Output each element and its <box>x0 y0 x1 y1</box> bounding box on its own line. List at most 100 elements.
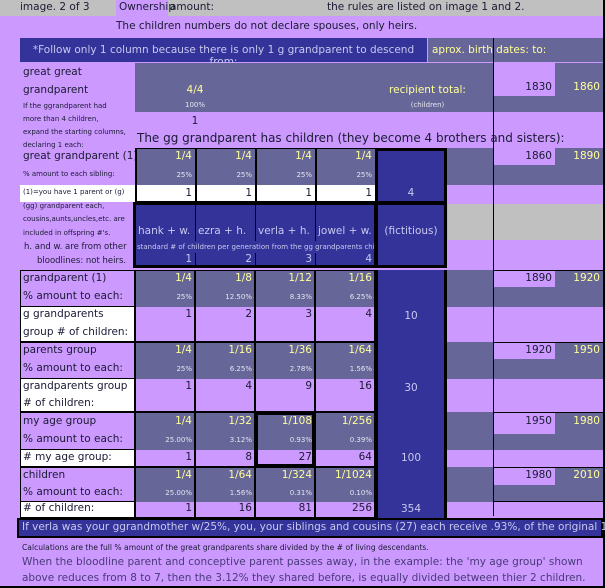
ggpc-total: 4 <box>407 187 415 199</box>
gen-total: 354 <box>400 503 422 515</box>
gen-total-box <box>375 342 447 412</box>
col-number: 3 <box>305 253 312 265</box>
gen-title: my age group <box>23 415 97 427</box>
gen-fraction: 1/64 <box>348 344 372 356</box>
grid-col <box>195 467 255 518</box>
ggpc-percent: 25% <box>236 171 252 179</box>
gen-percent: 3.12% <box>229 436 252 444</box>
generation-children: children % amount to each: # of children… <box>20 467 603 518</box>
gen-date-border <box>494 412 603 467</box>
gen-count-label: group # of children: <box>23 326 129 338</box>
rules-note: the rules are listed on image 1 and 2. <box>327 1 525 13</box>
gen-fraction: 1/8 <box>235 272 252 284</box>
gen-to: 2010 <box>573 469 600 481</box>
gen-pct-label: % amount to each: <box>23 486 123 498</box>
highlighted-col-verla <box>255 412 315 467</box>
standard-note: standard # of children per generation fr… <box>137 243 395 251</box>
gen-percent: 2.78% <box>289 365 312 373</box>
gen-to-cell <box>555 270 603 287</box>
names-divider <box>195 253 196 267</box>
grid-col <box>315 342 375 412</box>
gen-from-cell <box>494 467 555 485</box>
name-jowel: jowel + w. <box>318 225 372 237</box>
gen-percent: 6.25% <box>229 365 252 373</box>
gen-fraction: 1/32 <box>228 415 252 427</box>
gen-from: 1890 <box>525 272 552 284</box>
ggp-to-cell <box>555 63 603 112</box>
example-banner <box>17 518 603 538</box>
gen-to: 1950 <box>573 344 600 356</box>
grid-col <box>255 467 315 518</box>
grid-col <box>315 467 375 518</box>
ggp-children-title: great grandparent (1) <box>23 150 138 162</box>
gen-fraction: 1/108 <box>281 415 312 427</box>
parent-note-line: (1)=you have 1 parent or (g) <box>23 188 125 196</box>
gen-fraction: 1/1024 <box>335 469 372 481</box>
gen-fraction: 1/324 <box>281 469 312 481</box>
gen-count: 1 <box>185 380 192 392</box>
gen-count: 81 <box>298 502 312 514</box>
ggpc-fraction: 1/4 <box>295 150 312 162</box>
gen-total-box <box>375 412 447 467</box>
grid-col <box>195 412 255 467</box>
ggp-percent: 100% <box>184 101 205 109</box>
example-text: If verla was your ggrandmother w/25%, yo… <box>22 521 605 533</box>
gen-percent: 1.56% <box>349 365 372 373</box>
gen-count: 256 <box>351 502 372 514</box>
gen-percent: 8.33% <box>289 293 312 301</box>
grid-col <box>135 467 195 518</box>
gen-total-box <box>375 467 447 518</box>
gen-filler <box>447 342 493 379</box>
ggp-children-from-fill <box>494 165 555 185</box>
gen-percent: 1.56% <box>229 489 252 497</box>
hw-note-line2: bloodlines: not heirs. <box>37 256 127 266</box>
ggp-summary-block <box>135 63 493 112</box>
gen-from: 1920 <box>525 344 552 356</box>
birth-dates-label: aprox. birth dates: to: <box>432 44 547 56</box>
fictitious-box <box>375 202 447 268</box>
gen-title: parents group <box>23 344 97 356</box>
gen-to-cell <box>555 342 603 359</box>
gen-percent: 25.00% <box>165 489 192 497</box>
gen-title: grandparent (1) <box>23 272 107 284</box>
name-verla: verla + h. <box>258 225 310 237</box>
gen-fraction: 1/36 <box>288 344 312 356</box>
gen-percent: 0.10% <box>349 489 372 497</box>
gen-count-label-cell <box>20 378 135 412</box>
gen-fraction: 1/16 <box>228 344 252 356</box>
ggp-children-pct-label: % amount to each sibling: <box>23 170 115 178</box>
gen-percent: 25% <box>176 365 192 373</box>
gen-count-label-cell <box>20 501 135 518</box>
ggpc-fraction: 1/4 <box>235 150 252 162</box>
ggp-count: 1 <box>191 115 199 127</box>
gen-from-cell <box>494 270 555 287</box>
gen-from-cell <box>494 412 555 434</box>
ggpc-total-box <box>375 148 447 204</box>
gen-filler <box>447 270 493 307</box>
col-number: 4 <box>365 253 372 265</box>
gen-pct-label: % amount to each: <box>23 362 123 374</box>
amount-label: amount: <box>170 1 215 13</box>
gen-count: 1 <box>185 502 192 514</box>
gen-fraction: 1/4 <box>175 344 192 356</box>
ggp-children-from-cell <box>494 148 555 165</box>
ggpc-percent: 25% <box>176 171 192 179</box>
gen-fraction: 1/4 <box>175 469 192 481</box>
recipient-total-label: recipient total: <box>389 84 466 96</box>
gen-total-box <box>375 270 447 342</box>
names-divider <box>315 253 316 267</box>
gen-fraction: 1/64 <box>228 469 252 481</box>
grid-col <box>315 270 375 342</box>
gen-fraction: 1/4 <box>175 272 192 284</box>
birth-column-divider <box>493 38 494 516</box>
gen-date-fill <box>494 485 603 502</box>
gen-to: 1920 <box>573 272 600 284</box>
image-label: image. 2 of 3 <box>20 1 90 13</box>
grid-col <box>136 148 196 202</box>
gen-to: 1980 <box>573 415 600 427</box>
ggp-title-line1: great great <box>23 66 82 78</box>
name-hank: hank + w. <box>138 225 191 237</box>
gen-percent: 6.25% <box>349 293 372 301</box>
ggpc-percent: 25% <box>296 171 312 179</box>
gen-count: 16 <box>238 502 252 514</box>
